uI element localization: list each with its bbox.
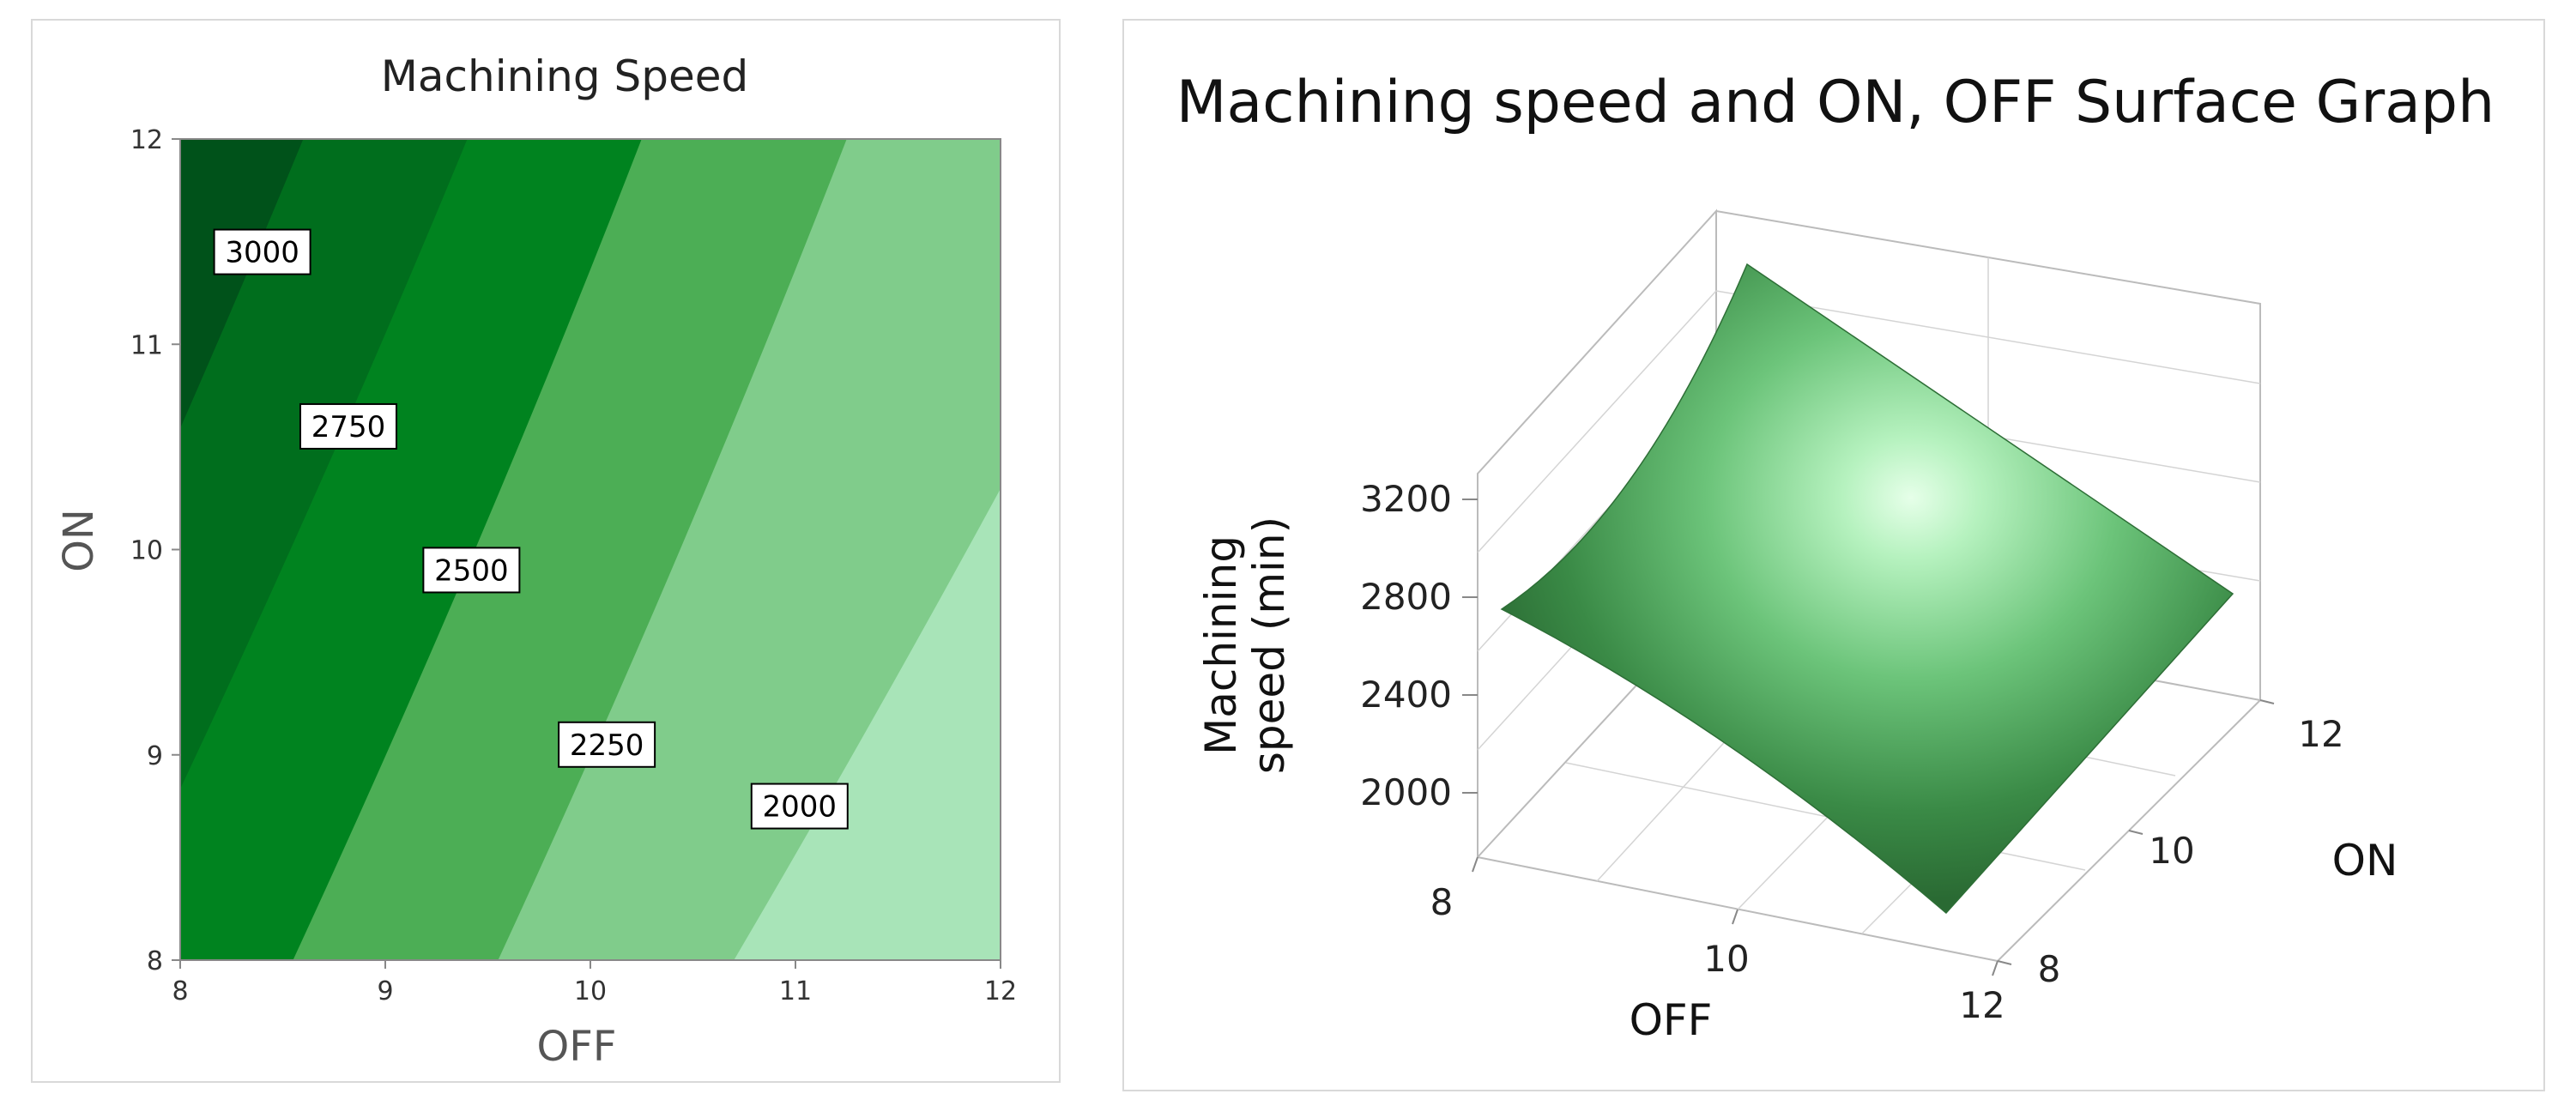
z-tick-2400: 2400 [1360,674,1452,716]
z-axis-tick-marks [1462,499,1478,794]
svg-text:2500: 2500 [434,553,509,588]
svg-text:2750: 2750 [311,410,386,444]
y-tick-8: 8 [2038,948,2061,990]
x-tick-10: 10 [1703,938,1749,980]
contour-label-2500: 2500 [422,547,521,594]
x-axis-label: OFF [1630,995,1713,1045]
z-axis-label-line1: Machining [1196,535,1246,755]
z-axis-label-line2: speed (min) [1244,517,1294,774]
contour-plot-panel: Machining Speed 8 9 10 11 12 8 9 10 11 12 3000 27… [31,19,1061,1083]
chart-title: Machining Speed [381,51,749,101]
contour-region-below-2000 [734,488,1001,960]
y-tick-label-8: 8 [147,946,163,976]
y-axis-label: ON [55,509,103,572]
x-tick-8: 8 [1430,881,1454,923]
svg-text:3000: 3000 [225,236,299,270]
surface-plot-panel: Machining speed and ON, OFF Surface Grap… [1122,19,2545,1091]
x-tick-label-10: 10 [574,976,607,1006]
z-tick-2800: 2800 [1360,576,1452,618]
z-tick-2000: 2000 [1360,771,1452,813]
x-tick-label-12: 12 [984,976,1017,1006]
y-axis-tick-marks [1997,699,2275,965]
contour-label-2000: 2000 [750,783,849,830]
svg-text:2000: 2000 [763,790,838,825]
contour-regions [180,139,1001,960]
surface-title: Machining speed and ON, OFF Surface Grap… [1176,69,2494,136]
contour-plot: Machining Speed 8 9 10 11 12 8 9 10 11 12 3000 27… [55,51,1017,1071]
contour-labels: 3000 2750 2500 2250 2000 [213,228,849,830]
contour-label-2250: 2250 [558,721,656,768]
y-axis-label: ON [2332,836,2398,885]
y-tick-label-11: 11 [130,330,163,360]
svg-text:2250: 2250 [570,728,644,763]
y-tick-label-9: 9 [147,741,163,771]
y-axis-ticks: 8 9 10 11 12 [130,125,180,976]
x-tick-label-9: 9 [377,976,393,1006]
contour-label-2750: 2750 [299,402,397,450]
x-tick-label-8: 8 [172,976,188,1006]
contour-label-3000: 3000 [213,228,311,275]
x-axis-tick-marks [1472,856,1999,976]
y-tick-10: 10 [2149,830,2194,872]
x-tick-label-11: 11 [779,976,812,1006]
y-tick-label-12: 12 [130,125,163,155]
x-axis-ticks: 8 9 10 11 12 [172,960,1017,1006]
y-tick-label-10: 10 [130,536,163,566]
response-surface [1500,263,2234,915]
y-tick-12: 12 [2298,713,2343,755]
x-tick-12: 12 [1959,984,2005,1026]
z-tick-3200: 3200 [1360,478,1452,520]
x-axis-label: OFF [537,1023,617,1071]
surface-plot: Machining speed and ON, OFF Surface Grap… [1176,69,2494,1045]
